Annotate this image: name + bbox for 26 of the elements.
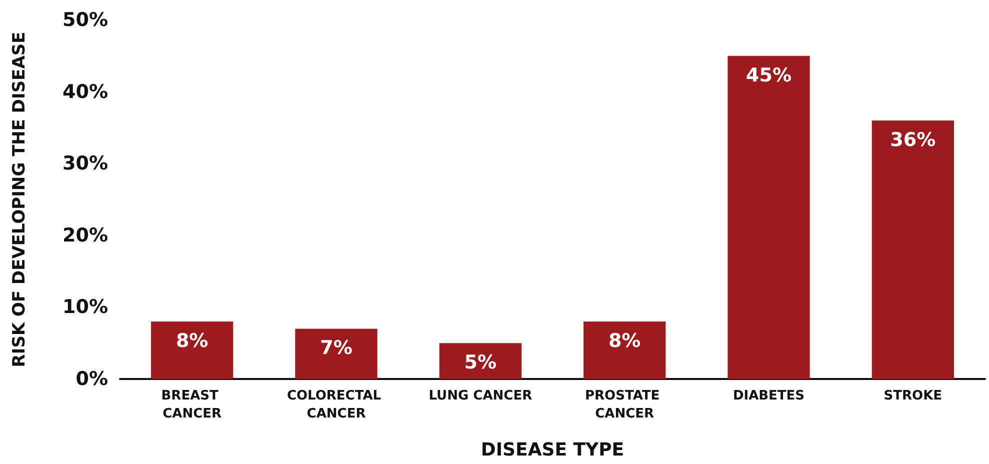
data-label: 8% xyxy=(608,330,641,352)
y-tick-label: 30% xyxy=(62,152,108,175)
data-label: 5% xyxy=(464,352,497,374)
x-axis-title: DISEASE TYPE xyxy=(480,440,624,460)
y-tick-label: 50% xyxy=(62,9,108,31)
y-axis-title: RISK OF DEVELOPING THE DISEASE xyxy=(10,32,30,368)
x-tick-label: LUNG CANCER xyxy=(428,388,532,404)
data-label: 36% xyxy=(890,129,936,152)
x-tick-label: STROKE xyxy=(884,388,942,404)
y-tick-label: 20% xyxy=(62,224,108,246)
data-label: 7% xyxy=(320,337,352,360)
bar xyxy=(583,322,666,379)
bar xyxy=(872,120,954,379)
bar xyxy=(150,322,234,379)
y-tick-label: 10% xyxy=(62,296,108,318)
bar xyxy=(295,328,378,379)
bar xyxy=(728,56,810,379)
bar xyxy=(439,343,522,379)
x-tick-label: DIABETES xyxy=(732,388,805,404)
y-tick-label: 40% xyxy=(62,80,108,103)
x-tick-label: BREAST CANCER xyxy=(161,388,223,422)
data-label: 8% xyxy=(176,330,208,352)
x-tick-label: PROSTATE CANCER xyxy=(585,388,664,422)
x-tick-label: COLORECTAL CANCER xyxy=(286,388,386,422)
y-tick-label: 0% xyxy=(76,368,108,390)
data-label: 45% xyxy=(746,64,792,86)
